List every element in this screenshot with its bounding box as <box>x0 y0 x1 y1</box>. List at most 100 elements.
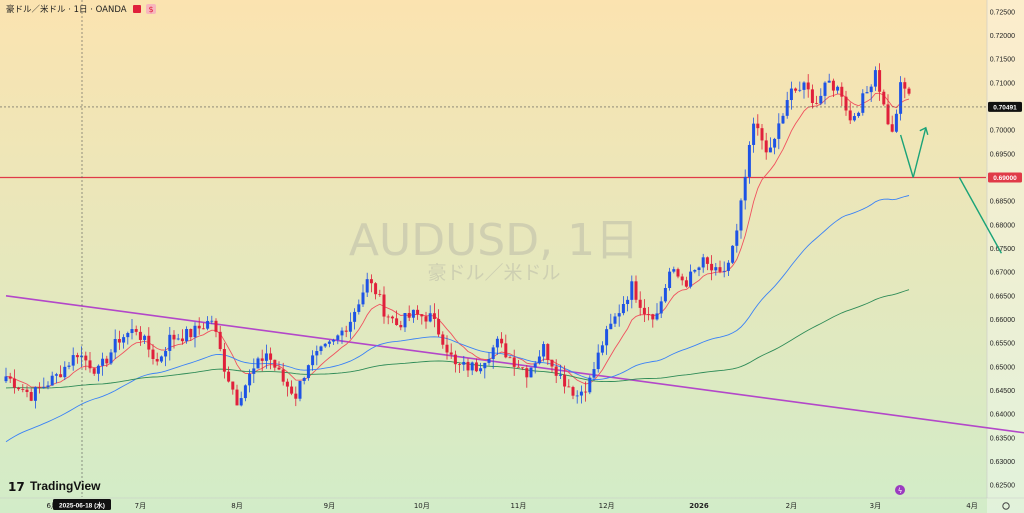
candle-body <box>290 386 294 394</box>
candle <box>676 267 680 279</box>
candle <box>302 376 306 385</box>
candle-body <box>886 104 890 125</box>
lightning-icon[interactable]: ϟ <box>895 485 905 495</box>
candle <box>487 352 491 366</box>
candle <box>592 362 596 381</box>
candle-body <box>168 334 172 351</box>
candle-body <box>857 112 861 117</box>
price-tick-label: 0.66500 <box>990 293 1015 300</box>
ma-long-line <box>5 289 910 389</box>
candle <box>117 330 121 350</box>
candle <box>432 303 436 328</box>
candle <box>428 305 432 323</box>
candle-body <box>655 313 659 320</box>
candle-body <box>844 96 848 111</box>
candle-body <box>899 82 903 114</box>
time-tick-label: 8月 <box>231 502 242 510</box>
candle-body <box>848 110 852 121</box>
candle-body <box>189 328 193 338</box>
candle-body <box>159 356 163 362</box>
candle <box>609 313 613 330</box>
candle <box>50 371 54 386</box>
candle <box>395 310 399 326</box>
candle-body <box>840 86 844 97</box>
time-tick-label: 2月 <box>786 502 797 510</box>
alert-icon[interactable] <box>146 4 156 14</box>
candle <box>75 352 79 364</box>
price-axis-background[interactable] <box>987 0 1024 513</box>
candle <box>579 385 583 404</box>
candle-body <box>525 368 529 378</box>
candle <box>588 375 592 395</box>
candle-body <box>407 312 411 318</box>
candle <box>756 114 760 136</box>
candle <box>306 364 310 381</box>
header: 豪ドル／米ドル · 1日 · OANDA $ <box>6 4 156 15</box>
candle-body <box>327 341 331 344</box>
candle-body <box>92 368 96 374</box>
candle-body <box>516 366 520 368</box>
candle <box>403 312 407 332</box>
candle <box>46 381 50 390</box>
candle-body <box>609 323 613 330</box>
candle-body <box>332 339 336 342</box>
candle <box>567 379 571 388</box>
candle <box>8 372 12 383</box>
candle-body <box>584 391 588 393</box>
candle <box>747 141 751 184</box>
candle-body <box>558 374 562 376</box>
candle-body <box>403 312 407 328</box>
candlestick-series <box>4 63 911 409</box>
candle-body <box>647 314 651 315</box>
candle <box>348 312 352 339</box>
forecast-arrow-head <box>919 126 929 135</box>
candle <box>899 76 903 121</box>
candle-body <box>684 280 688 287</box>
candle-body <box>806 82 810 90</box>
candle <box>378 289 382 297</box>
candle <box>495 336 499 355</box>
candle-body <box>273 359 277 368</box>
candle <box>63 361 67 381</box>
candle <box>437 309 441 337</box>
candle <box>327 340 331 348</box>
candle <box>806 74 810 98</box>
candle-body <box>462 361 466 365</box>
settings-icon[interactable] <box>1002 502 1010 510</box>
price-tick-label: 0.70000 <box>990 128 1015 135</box>
candle <box>109 349 113 365</box>
candle <box>596 344 600 373</box>
candle <box>848 102 852 124</box>
candle <box>361 284 365 308</box>
candle-body <box>596 352 600 370</box>
candle <box>617 304 621 327</box>
candle <box>134 325 138 336</box>
candle-body <box>487 358 491 363</box>
candle-body <box>239 398 243 406</box>
candle-body <box>399 325 403 328</box>
candle-body <box>634 281 638 300</box>
candle <box>449 343 453 359</box>
tradingview-logo-icon: 17 <box>8 480 25 494</box>
price-tick-label: 0.62500 <box>990 483 1015 490</box>
candle <box>365 272 369 298</box>
forecast-arrow-segment <box>958 177 1003 254</box>
candle-body <box>117 339 121 343</box>
candle <box>852 113 856 122</box>
candle-body <box>235 389 239 406</box>
candle <box>777 113 781 150</box>
candle <box>231 381 235 395</box>
candle-body <box>365 279 369 293</box>
candle <box>890 115 894 133</box>
candle-body <box>340 330 344 336</box>
time-tick-label: 3月 <box>870 502 881 510</box>
candle <box>344 325 348 338</box>
candle <box>84 351 88 371</box>
candle <box>122 334 126 349</box>
candle-body <box>869 86 873 93</box>
candle <box>25 385 29 398</box>
candle-body <box>210 320 214 322</box>
